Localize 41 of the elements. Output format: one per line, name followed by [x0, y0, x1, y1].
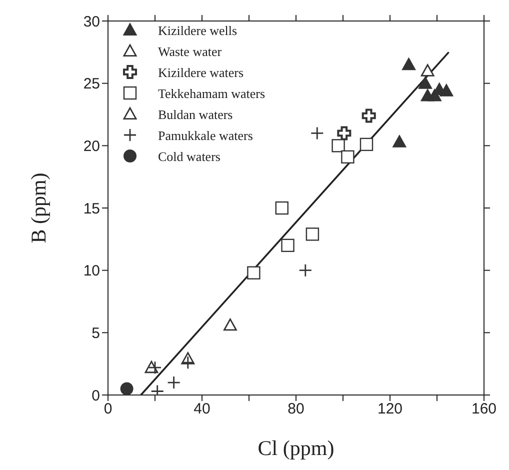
legend-label: Pamukkale waters [158, 128, 253, 143]
y-tick-label: 30 [83, 13, 100, 30]
point [392, 135, 406, 148]
point [224, 318, 237, 331]
point [148, 360, 162, 374]
point [281, 238, 294, 252]
point [167, 376, 180, 390]
x-tick-label: 80 [288, 400, 304, 418]
point [247, 266, 260, 280]
point [420, 64, 434, 76]
y-tick-label: 25 [83, 76, 100, 93]
point [306, 228, 320, 241]
y-tick-label: 15 [83, 200, 100, 218]
x-axis-title: Cl (ppm) [258, 436, 334, 460]
x-tick-label: 40 [194, 400, 210, 418]
point [337, 126, 352, 140]
legend-label: Waste water [158, 44, 222, 59]
point [360, 138, 374, 152]
point [310, 126, 324, 140]
point [181, 356, 195, 370]
y-tick-label: 5 [92, 324, 100, 342]
x-tick-label: 120 [377, 400, 403, 418]
point [341, 150, 354, 164]
point [402, 58, 416, 70]
x-tick-label: 160 [471, 400, 497, 418]
point [275, 201, 288, 215]
legend-label: Cold waters [158, 149, 220, 164]
point [418, 76, 432, 89]
legend-label: Kizildere waters [158, 65, 244, 80]
point [440, 84, 454, 96]
x-tick-label: 0 [104, 400, 112, 418]
legend-label: Buldan waters [158, 107, 233, 122]
point [362, 108, 376, 123]
point [298, 264, 312, 278]
y-tick-label: 20 [83, 138, 100, 155]
y-tick-label: 0 [92, 387, 100, 404]
legend-label: Kizildere wells [158, 23, 238, 38]
point [120, 382, 134, 395]
legend-label: Tekkehamam waters [158, 86, 266, 101]
y-tick-label: 10 [83, 262, 100, 280]
y-axis-title: B (ppm) [26, 172, 50, 244]
